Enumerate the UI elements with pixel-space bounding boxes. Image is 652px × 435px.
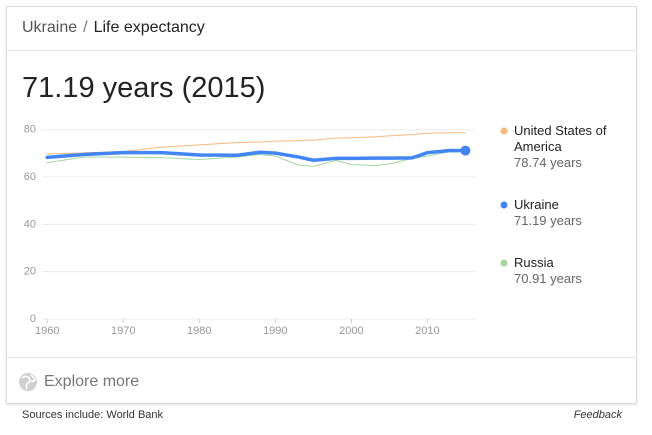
card (6, 6, 637, 404)
y-tick-label: 0 (30, 313, 36, 325)
legend-entry[interactable]: Ukraine 71.19 years (514, 197, 634, 229)
x-tick-label: 1970 (111, 325, 135, 337)
x-tick-label: 1990 (263, 325, 287, 337)
legend-value: 78.74 years (514, 155, 582, 170)
legend-entry[interactable]: Russia 70.91 years (514, 255, 634, 287)
topic: Life expectancy (93, 19, 205, 36)
source: Sources include: World Bank (22, 409, 164, 421)
end-point (460, 145, 471, 156)
legend-value: 71.19 years (514, 213, 582, 228)
x-tick-label: 1980 (187, 325, 211, 337)
legend-marker (500, 259, 508, 267)
y-tick-label: 20 (24, 266, 36, 278)
legend-value: 70.91 years (514, 271, 582, 286)
legend-marker (500, 201, 508, 209)
legend-name: Russia (514, 255, 554, 270)
series-line (46, 132, 466, 155)
entity[interactable]: Ukraine (22, 19, 78, 36)
explore-more[interactable]: Explore more (44, 373, 140, 390)
feedback[interactable]: Feedback (573, 409, 622, 421)
x-tick-label: 2000 (339, 325, 363, 337)
divider (6, 50, 637, 51)
separator: / (83, 19, 88, 36)
headline: 71.19 years (2015) (22, 72, 266, 104)
y-tick-label: 60 (24, 171, 36, 183)
y-tick-label: 80 (24, 124, 36, 136)
legend-marker (500, 127, 508, 135)
legend-name: Ukraine (514, 197, 559, 212)
breadcrumb: Ukraine / Life expectancy (22, 19, 205, 37)
legend-name: United States of America (514, 123, 607, 154)
legend-entry[interactable]: United States of America 78.74 years (514, 123, 634, 171)
y-tick-label: 40 (24, 218, 36, 230)
x-tick-label: 2010 (415, 325, 439, 337)
x-tick-label: 1960 (35, 325, 59, 337)
series-line (45, 148, 468, 163)
divider (6, 357, 637, 358)
explore-icon (19, 373, 37, 391)
